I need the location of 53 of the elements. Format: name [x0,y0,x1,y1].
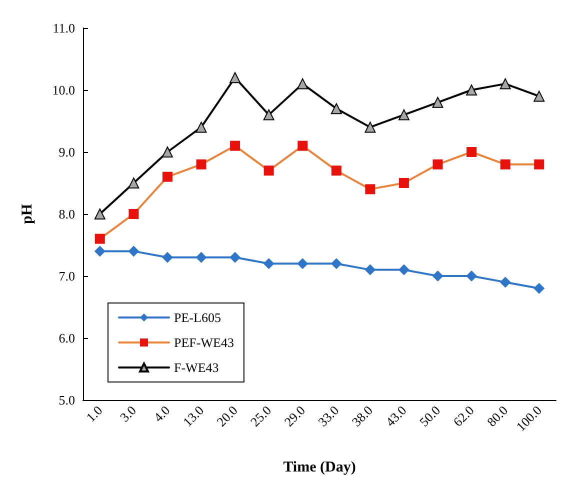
point [263,109,274,120]
point [466,270,478,282]
point [534,282,545,294]
x-tick-label: 3.0 [116,402,139,425]
legend-label: F-WE43 [174,360,219,375]
x-tick-label: 43.0 [382,402,410,430]
point [364,264,376,276]
y-tick-label: 5.0 [58,392,75,408]
point [196,122,207,133]
x-tick-label: 33.0 [315,402,342,430]
point [330,103,342,114]
x-tick-label: 1.0 [83,402,106,425]
y-tick-label: 6.0 [58,330,75,346]
x-tick-label: 25.0 [247,402,274,430]
point [128,178,140,188]
point [297,78,308,90]
point [398,264,410,276]
y-tick-label: 8.0 [58,206,75,222]
point [230,72,241,84]
legend-label: PEF-WE43 [174,335,234,350]
y-tick-label: 11.0 [52,20,75,36]
point [196,252,207,263]
x-tick-label: 13.0 [180,402,207,430]
x-axis-title: Time (Day) [283,460,356,476]
x-tick-label: 62.0 [450,402,477,430]
point [297,258,308,270]
point [466,84,478,96]
point [534,90,545,102]
x-tick-label: 38.0 [348,402,376,430]
y-tick-label: 9.0 [58,144,75,160]
point [330,258,342,270]
point [263,258,274,270]
y-tick-label: 7.0 [58,268,75,284]
y-axis-title: pH [20,204,36,224]
point [398,109,410,120]
point [364,122,376,133]
point [94,208,106,220]
legend-label: PE-L605 [174,310,221,325]
x-tick-label: 29.0 [281,402,308,430]
point [128,246,140,257]
x-tick-label: 80.0 [484,402,511,430]
point [94,246,106,257]
point [432,270,444,282]
point [162,146,173,158]
y-tick-label: 10.0 [52,82,75,98]
x-tick-label: 4.0 [150,402,173,425]
point [162,252,173,263]
x-tick-label: 20.0 [214,402,240,430]
point [500,276,511,288]
point [230,252,241,263]
point [432,96,444,108]
x-tick-label: 50.0 [416,402,444,430]
point [500,78,511,90]
